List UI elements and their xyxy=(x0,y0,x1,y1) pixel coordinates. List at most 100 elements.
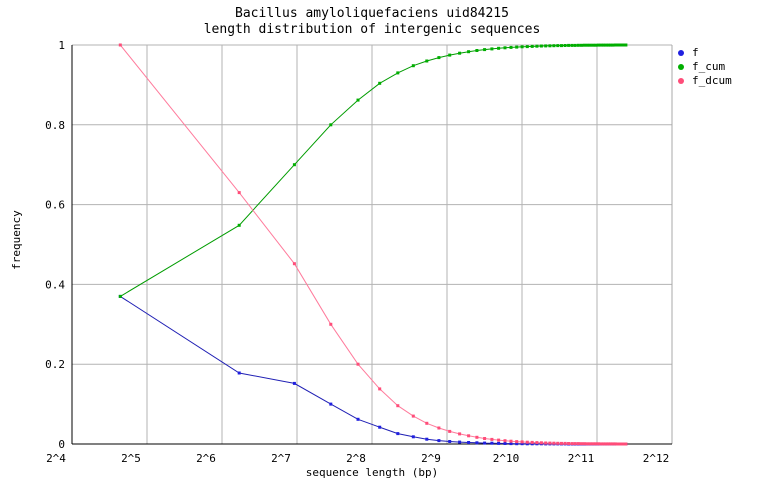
series-f_dcum-marker xyxy=(378,387,382,391)
series-f_dcum-marker xyxy=(596,442,600,446)
series-f_cum-marker xyxy=(292,163,296,167)
series-f_cum-marker xyxy=(411,64,415,68)
series-f_dcum-marker xyxy=(563,441,567,445)
series-f_dcum-marker xyxy=(624,442,628,446)
series-f-marker xyxy=(515,442,519,446)
series-f_cum-marker xyxy=(573,43,577,47)
legend-label-f_dcum: f_dcum xyxy=(692,74,732,87)
series-f_dcum-marker xyxy=(604,442,608,446)
series-f_cum-marker xyxy=(552,44,556,48)
series-f-marker xyxy=(520,442,524,446)
series-f_cum-marker xyxy=(616,43,619,47)
series-f_cum-marker xyxy=(539,44,543,48)
y-axis-label: frequency xyxy=(10,210,23,270)
x-tick-label: 2^5 xyxy=(121,452,141,465)
series-f_cum-marker xyxy=(618,43,622,47)
series-f_cum-marker xyxy=(515,45,519,49)
series-f_dcum-marker xyxy=(613,442,617,446)
series-f-marker xyxy=(237,371,241,375)
series-f_cum-marker xyxy=(467,50,471,54)
series-f_cum-marker xyxy=(580,43,583,47)
series-f_cum-marker xyxy=(525,45,529,49)
series-f_dcum-line xyxy=(119,44,626,445)
series-f_dcum-marker xyxy=(618,442,622,446)
x-tick-label: 2^6 xyxy=(196,452,216,465)
x-tick-label: 2^12 xyxy=(643,452,670,465)
series-f_dcum-marker xyxy=(396,404,400,408)
series-f_cum-marker xyxy=(458,51,462,55)
series-f_cum-marker xyxy=(520,45,524,49)
series-f_dcum-marker xyxy=(544,441,548,445)
y-tick-label: 1 xyxy=(58,39,65,52)
series-f_dcum-marker xyxy=(490,437,494,441)
series-f-marker xyxy=(378,425,382,429)
series-f-marker xyxy=(525,442,529,446)
y-tick-label: 0.8 xyxy=(45,119,65,132)
series-f_cum-marker xyxy=(570,43,574,47)
series-f_cum-marker xyxy=(509,45,513,49)
series-f_dcum-marker xyxy=(622,442,626,446)
series-f_dcum-marker xyxy=(570,442,574,446)
legend-label-f: f xyxy=(692,46,699,59)
x-tick-label: 2^4 xyxy=(46,452,66,465)
series-f_dcum-marker xyxy=(616,442,619,446)
series-f_cum-marker xyxy=(620,43,624,47)
series-f_cum-marker xyxy=(483,48,487,52)
x-tick-label: 2^10 xyxy=(493,452,520,465)
series-f_cum-marker xyxy=(602,43,605,47)
series-f-marker xyxy=(483,441,487,445)
series-f_cum-marker xyxy=(329,123,333,127)
series-f_cum-marker xyxy=(396,71,400,75)
series-f_dcum-marker xyxy=(437,426,441,430)
x-tick-label: 2^9 xyxy=(421,452,441,465)
series-f_dcum-marker xyxy=(591,442,595,446)
x-tick-label: 2^11 xyxy=(568,452,595,465)
series-f_dcum-marker xyxy=(118,43,122,47)
series-f_cum-marker xyxy=(497,46,501,50)
series-f_dcum-marker xyxy=(567,442,571,445)
series-f_cum-marker xyxy=(556,44,560,48)
series-f-marker xyxy=(458,440,462,444)
series-f_cum-marker xyxy=(609,43,613,47)
series-f_cum-marker xyxy=(583,43,586,47)
series-f_cum-marker xyxy=(567,43,571,47)
series-f_cum-marker xyxy=(588,43,592,47)
series-f-line xyxy=(120,295,626,445)
series-f-marker xyxy=(448,440,452,443)
series-f_cum-marker xyxy=(490,47,494,51)
series-f_dcum-marker xyxy=(520,440,524,444)
y-tick-label: 0.6 xyxy=(45,199,65,212)
series-f_dcum-marker xyxy=(573,442,577,446)
series-f_dcum-marker xyxy=(606,442,610,446)
series-f_dcum-marker xyxy=(497,438,501,442)
series-f-marker xyxy=(497,441,501,445)
series-f_dcum-marker xyxy=(475,435,479,439)
series-f_dcum-marker xyxy=(535,441,539,445)
series-f-marker xyxy=(396,432,400,436)
series-f_dcum-marker xyxy=(556,441,560,445)
series-f_dcum-marker xyxy=(467,434,471,438)
series-f-marker xyxy=(475,441,479,445)
series-f_dcum-marker xyxy=(509,439,513,443)
series-f_dcum-marker xyxy=(602,442,605,446)
series-f_cum-marker xyxy=(560,44,563,48)
series-f_cum-marker xyxy=(475,49,479,52)
series-f-marker xyxy=(467,441,471,444)
series-f_cum-marker xyxy=(596,43,600,47)
legend-marker-f_dcum-icon xyxy=(678,78,684,84)
series-f_cum-marker xyxy=(604,43,608,47)
series-f_dcum-marker xyxy=(611,442,615,446)
y-tick-label: 0.2 xyxy=(45,358,65,371)
series-f_dcum-marker xyxy=(609,442,613,446)
series-f_dcum-marker xyxy=(448,429,452,433)
series-f_dcum-marker xyxy=(329,322,333,326)
series-f_cum-marker xyxy=(624,43,628,47)
legend-marker-f-icon xyxy=(678,50,684,56)
series-f_cum-marker xyxy=(425,59,429,63)
legend-item-f: f xyxy=(678,46,732,60)
series-f_cum-marker xyxy=(591,43,595,47)
y-tick-label: 0.4 xyxy=(45,278,65,291)
legend-marker-f_cum-icon xyxy=(678,64,684,70)
series-f-marker xyxy=(356,417,360,421)
